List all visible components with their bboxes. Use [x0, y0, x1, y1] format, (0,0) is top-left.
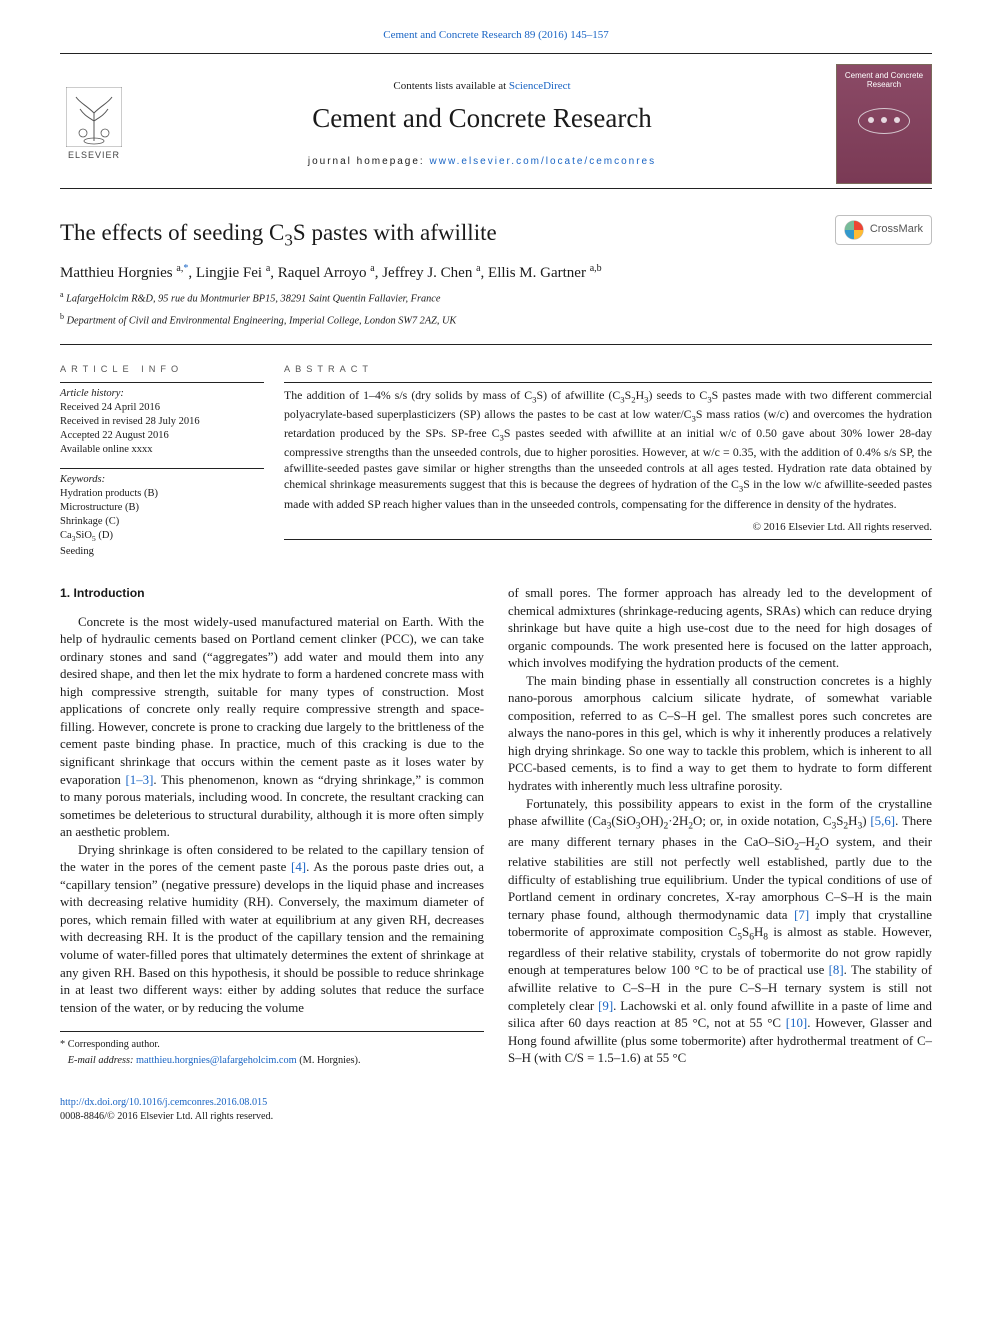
- journal-cover-title: Cement and Concrete Research: [843, 71, 925, 90]
- body-paragraph: Fortunately, this possibility appears to…: [508, 796, 932, 1068]
- homepage-label: journal homepage:: [308, 156, 425, 167]
- body-paragraph: Drying shrinkage is often considered to …: [60, 842, 484, 1017]
- doi-link[interactable]: http://dx.doi.org/10.1016/j.cemconres.20…: [60, 1097, 267, 1108]
- body-two-column: 1. Introduction Concrete is the most wid…: [60, 585, 932, 1068]
- article-history: Article history: Received 24 April 2016 …: [60, 387, 264, 458]
- keyword: Shrinkage (C): [60, 515, 264, 529]
- copyright-line: © 2016 Elsevier Ltd. All rights reserved…: [284, 520, 932, 535]
- homepage-url[interactable]: www.elsevier.com/locate/cemconres: [430, 156, 657, 167]
- affil-text: LafargeHolcim R&D, 95 rue du Montmurier …: [66, 293, 440, 304]
- email-line: E-mail address: matthieu.horgnies@lafarg…: [60, 1054, 484, 1068]
- crossmark-badge[interactable]: CrossMark: [835, 215, 932, 245]
- article-title: The effects of seeding C3S pastes with a…: [60, 217, 497, 253]
- keyword: Microstructure (B): [60, 501, 264, 515]
- history-item: Accepted 22 August 2016: [60, 429, 264, 443]
- keyword: Hydration products (B): [60, 487, 264, 501]
- divider: [60, 468, 264, 469]
- crossmark-label: CrossMark: [870, 222, 923, 237]
- publisher-logo: ELSEVIER: [60, 87, 128, 161]
- affiliation-a: a LafargeHolcim R&D, 95 rue du Montmurie…: [60, 290, 932, 306]
- body-paragraph: The main binding phase in essentially al…: [508, 673, 932, 796]
- affil-text: Department of Civil and Environmental En…: [67, 315, 457, 326]
- elsevier-tree-icon: [66, 87, 122, 147]
- affil-marker: a: [60, 290, 64, 299]
- body-paragraph: Concrete is the most widely-used manufac…: [60, 614, 484, 842]
- journal-name: Cement and Concrete Research: [128, 100, 836, 136]
- divider: [60, 188, 932, 189]
- history-item: Received in revised 28 July 2016: [60, 415, 264, 429]
- running-head-link[interactable]: Cement and Concrete Research 89 (2016) 1…: [383, 29, 608, 41]
- affiliation-b: b Department of Civil and Environmental …: [60, 312, 932, 328]
- history-item: Received 24 April 2016: [60, 401, 264, 415]
- email-label: E-mail address:: [68, 1055, 134, 1066]
- divider: [60, 382, 264, 383]
- divider: [284, 539, 932, 540]
- asterisk-icon: *: [60, 1039, 65, 1050]
- masthead: ELSEVIER Contents lists available at Sci…: [60, 58, 932, 188]
- article-info-heading: ARTICLE INFO: [60, 363, 264, 375]
- history-label: Article history:: [60, 387, 264, 401]
- abstract-text: The addition of 1–4% s/s (dry solids by …: [284, 387, 932, 512]
- crossmark-icon: [844, 220, 864, 240]
- issn-copyright: 0008-8846/© 2016 Elsevier Ltd. All right…: [60, 1111, 273, 1122]
- keywords-label: Keywords:: [60, 473, 264, 487]
- email-suffix: (M. Horgnies).: [299, 1055, 360, 1066]
- body-paragraph: of small pores. The former approach has …: [508, 585, 932, 673]
- section-heading: 1. Introduction: [60, 585, 484, 602]
- running-head: Cement and Concrete Research 89 (2016) 1…: [60, 28, 932, 43]
- publisher-name: ELSEVIER: [68, 149, 120, 161]
- journal-cover-art-icon: [858, 108, 910, 134]
- divider: [60, 53, 932, 54]
- journal-homepage-line: journal homepage: www.elsevier.com/locat…: [128, 155, 836, 169]
- history-item: Available online xxxx: [60, 443, 264, 457]
- journal-cover-thumb: Cement and Concrete Research: [836, 64, 932, 184]
- contents-available-line: Contents lists available at ScienceDirec…: [128, 79, 836, 94]
- masthead-center: Contents lists available at ScienceDirec…: [128, 79, 836, 168]
- divider: [60, 344, 932, 345]
- abstract-heading: ABSTRACT: [284, 363, 932, 375]
- keyword: Seeding: [60, 545, 264, 559]
- sciencedirect-link[interactable]: ScienceDirect: [509, 80, 571, 92]
- footnotes: * Corresponding author. E-mail address: …: [60, 1031, 484, 1068]
- contents-prefix: Contents lists available at: [393, 80, 508, 92]
- affil-marker: b: [60, 312, 64, 321]
- email-link[interactable]: matthieu.horgnies@lafargeholcim.com: [136, 1055, 297, 1066]
- keywords-block: Keywords: Hydration products (B) Microst…: [60, 473, 264, 559]
- author-list: Matthieu Horgnies a,*, Lingjie Fei a, Ra…: [60, 262, 932, 283]
- keyword: Ca3SiO5 (D): [60, 529, 264, 545]
- divider: [284, 382, 932, 383]
- page-footer: http://dx.doi.org/10.1016/j.cemconres.20…: [60, 1096, 932, 1124]
- corresponding-author-note: * Corresponding author.: [60, 1038, 484, 1052]
- corresponding-label: Corresponding author.: [68, 1039, 160, 1050]
